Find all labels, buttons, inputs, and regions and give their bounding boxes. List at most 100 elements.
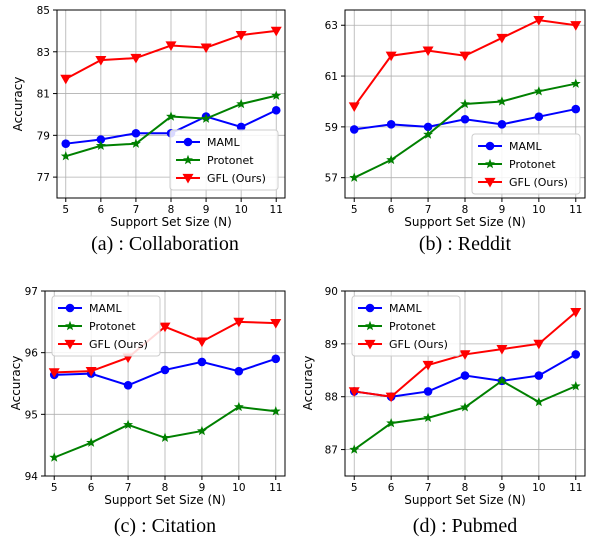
data-point — [271, 105, 281, 115]
y-tick-label: 63 — [325, 20, 338, 32]
y-tick-label: 90 — [325, 286, 338, 298]
x-tick-label: 5 — [62, 204, 69, 216]
x-axis-label: Support Set Size (N) — [104, 493, 226, 507]
y-tick-label: 88 — [325, 392, 338, 404]
data-point — [130, 53, 142, 64]
data-point — [460, 402, 470, 412]
y-tick-label: 85 — [37, 5, 50, 17]
legend-box — [51, 295, 161, 357]
legend-label: GFL (Ours) — [89, 338, 148, 351]
legend-box — [169, 129, 279, 191]
legend-marker — [183, 137, 193, 147]
legend-marker — [183, 154, 193, 165]
x-tick-label: 11 — [270, 204, 283, 216]
data-point — [271, 90, 282, 100]
chart-2: 5 6 7 8 9 10 11 57 59 61 63 Support Set Size (N) MAM… — [325, 9, 586, 255]
data-point — [233, 401, 244, 412]
data-point — [236, 98, 247, 109]
data-point — [570, 21, 582, 31]
data-point — [533, 16, 545, 26]
data-point — [497, 120, 507, 129]
data-point — [61, 139, 71, 148]
chart-caption: (a) : Collaboration — [91, 233, 239, 255]
data-point — [95, 140, 106, 150]
legend-label: MAML — [389, 302, 423, 315]
data-point — [422, 360, 434, 371]
x-tick-label: 5 — [351, 482, 358, 494]
y-axis-label: Accuracy — [9, 356, 23, 411]
chart-3: 5 6 7 8 9 10 11 94 95 96 97 Support Set Size (N) Acc… — [9, 286, 286, 537]
x-tick-label: 8 — [462, 204, 469, 216]
data-point — [197, 357, 207, 367]
legend-label: GFL (Ours) — [509, 176, 568, 189]
x-tick-label: 5 — [351, 204, 358, 216]
data-point — [460, 114, 470, 124]
data-point — [48, 368, 60, 378]
legend-label: Protonet — [89, 320, 136, 333]
data-point — [534, 371, 544, 380]
x-tick-label: 8 — [162, 482, 169, 494]
data-point — [96, 135, 106, 144]
y-tick-label: 59 — [325, 122, 338, 134]
legend-label: Protonet — [389, 320, 436, 333]
x-tick-label: 5 — [51, 482, 58, 494]
x-tick-label: 9 — [203, 204, 210, 216]
data-point — [196, 337, 208, 348]
x-tick-label: 9 — [499, 482, 506, 494]
x-tick-label: 11 — [569, 482, 582, 494]
data-point — [570, 380, 581, 391]
data-point — [386, 417, 397, 428]
data-point — [60, 151, 71, 161]
legend-marker — [485, 158, 495, 169]
data-point — [423, 412, 434, 423]
data-point — [385, 392, 397, 403]
data-point — [385, 51, 397, 62]
legend-label: Protonet — [207, 154, 254, 167]
x-tick-label: 9 — [199, 482, 206, 494]
legend-label: GFL (Ours) — [389, 338, 448, 351]
x-tick-label: 6 — [98, 204, 105, 216]
data-point — [130, 138, 141, 148]
chart-caption: (d) : Pubmed — [413, 515, 517, 537]
legend-marker — [182, 173, 194, 184]
y-tick-label: 94 — [25, 471, 39, 483]
y-tick-label: 61 — [325, 71, 338, 83]
data-point — [60, 74, 72, 85]
x-axis-label: Support Set Size (N) — [404, 215, 526, 229]
data-point — [496, 96, 507, 106]
legend-marker — [365, 303, 375, 313]
data-point — [496, 345, 508, 355]
data-point — [200, 43, 212, 54]
chart-caption: (c) : Citation — [114, 515, 216, 537]
data-point — [459, 350, 471, 360]
data-point — [571, 104, 581, 114]
data-point — [386, 120, 396, 129]
x-axis-label: Support Set Size (N) — [404, 493, 526, 507]
legend: MAML Protonet GFL (Ours) — [471, 133, 581, 195]
data-point — [270, 406, 281, 416]
legend-marker — [485, 141, 495, 151]
x-tick-label: 6 — [388, 482, 395, 494]
data-point — [159, 322, 171, 333]
data-point — [571, 350, 581, 359]
legend: MAML Protonet GFL (Ours) — [169, 129, 279, 191]
legend-label: MAML — [509, 140, 543, 153]
legend-label: MAML — [207, 136, 241, 149]
legend-label: Protonet — [509, 158, 556, 171]
data-point — [233, 317, 245, 328]
data-point — [386, 154, 397, 165]
data-point — [348, 387, 360, 397]
data-point — [349, 172, 360, 182]
y-tick-label: 97 — [25, 286, 38, 298]
data-point — [235, 30, 247, 41]
data-point — [534, 112, 544, 122]
data-point — [423, 129, 434, 139]
x-tick-label: 11 — [569, 204, 582, 216]
data-point — [271, 354, 281, 364]
legend-box — [471, 133, 581, 195]
x-tick-label: 6 — [388, 204, 395, 216]
data-point — [496, 375, 507, 386]
y-tick-label: 81 — [37, 89, 50, 101]
data-point — [422, 46, 434, 57]
